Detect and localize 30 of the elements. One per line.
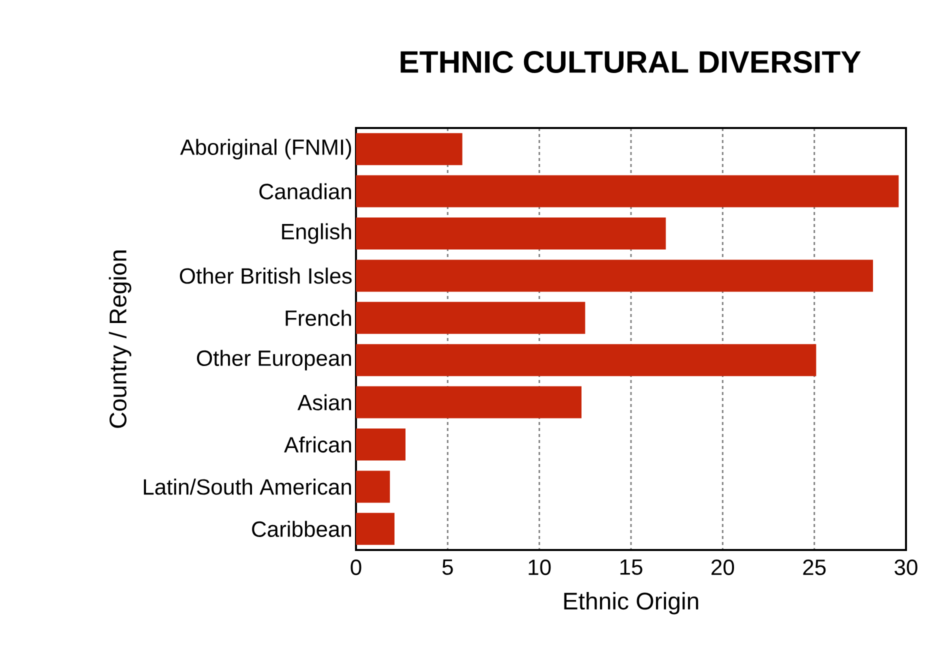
bar <box>356 218 666 250</box>
y-axis-title: Country / Region <box>108 250 132 428</box>
x-tick-label: 30 <box>894 560 918 576</box>
y-tick-label: Asian <box>297 394 352 410</box>
x-axis-title: Ethnic Origin <box>564 592 698 614</box>
y-tick-label: Latin/South American <box>144 478 351 495</box>
bar <box>356 175 899 208</box>
bar <box>356 512 394 545</box>
x-tick-label: 20 <box>712 560 734 576</box>
y-tick-label: Caribbean <box>252 520 352 537</box>
bar <box>356 133 462 166</box>
bar <box>356 386 582 418</box>
y-tick-label: Other European <box>196 350 351 370</box>
x-tick-label: 0 <box>350 560 362 576</box>
x-tick-label: 15 <box>620 560 642 575</box>
chart-title: ETHNIC CULTURAL DIVERSITY <box>400 51 861 73</box>
y-tick-label: Canadian <box>259 183 352 200</box>
bar <box>356 344 816 376</box>
y-tick-label: English <box>282 223 352 244</box>
bar <box>356 260 874 292</box>
bar <box>356 302 586 334</box>
bar <box>356 470 390 503</box>
y-tick-label: African <box>284 436 352 453</box>
bar <box>356 428 406 461</box>
y-tick-label: French <box>286 310 352 326</box>
y-tick-label: Other British Isles <box>180 268 352 284</box>
x-tick-label: 25 <box>803 560 826 576</box>
x-tick-label: 5 <box>442 560 453 575</box>
x-tick-label: 10 <box>528 560 551 576</box>
y-tick-label: Aboriginal (FNMI) <box>180 138 352 160</box>
